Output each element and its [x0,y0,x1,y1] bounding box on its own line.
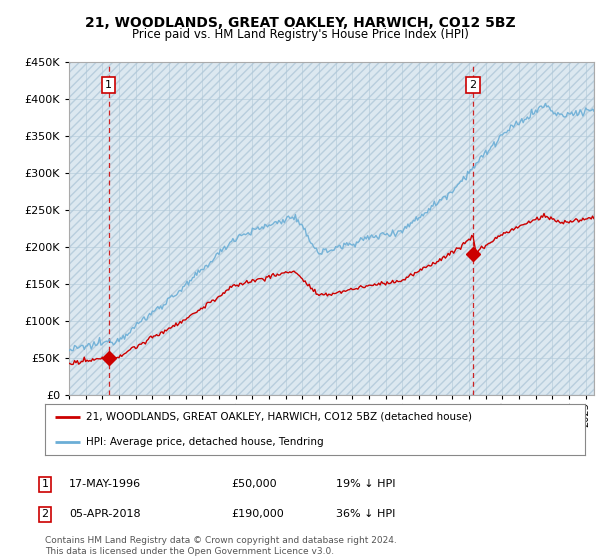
Text: £190,000: £190,000 [231,509,284,519]
Text: Price paid vs. HM Land Registry's House Price Index (HPI): Price paid vs. HM Land Registry's House … [131,28,469,41]
Text: 19% ↓ HPI: 19% ↓ HPI [336,479,395,489]
Text: £50,000: £50,000 [231,479,277,489]
Text: HPI: Average price, detached house, Tendring: HPI: Average price, detached house, Tend… [86,437,323,447]
Bar [69,62,594,395]
Text: 1: 1 [105,80,112,90]
Text: 36% ↓ HPI: 36% ↓ HPI [336,509,395,519]
Text: 2: 2 [41,509,49,519]
Text: 21, WOODLANDS, GREAT OAKLEY, HARWICH, CO12 5BZ: 21, WOODLANDS, GREAT OAKLEY, HARWICH, CO… [85,16,515,30]
Text: 2: 2 [470,80,477,90]
Text: 05-APR-2018: 05-APR-2018 [69,509,140,519]
Text: 1: 1 [41,479,49,489]
Text: 17-MAY-1996: 17-MAY-1996 [69,479,141,489]
Text: Contains HM Land Registry data © Crown copyright and database right 2024.
This d: Contains HM Land Registry data © Crown c… [45,536,397,556]
Text: 21, WOODLANDS, GREAT OAKLEY, HARWICH, CO12 5BZ (detached house): 21, WOODLANDS, GREAT OAKLEY, HARWICH, CO… [86,412,472,422]
